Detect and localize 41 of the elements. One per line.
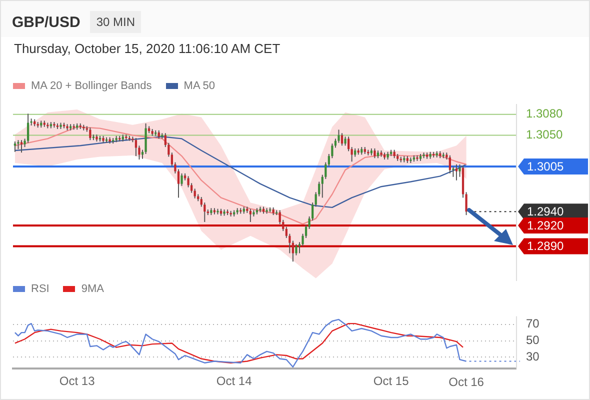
ref-line-label: 1.3005 — [527, 159, 564, 174]
candlestick — [347, 136, 350, 152]
y-tick-label: 50 — [526, 333, 540, 348]
candlestick — [194, 188, 196, 199]
candlestick — [458, 164, 461, 178]
candlestick — [249, 208, 252, 222]
x-tick-label: Oct 15 — [373, 374, 410, 388]
text: Oct 16 — [448, 374, 484, 389]
candlestick — [26, 113, 30, 144]
ref-line-label: 1.2890 — [527, 239, 564, 254]
candlestick — [452, 166, 454, 178]
candlestick — [17, 140, 20, 150]
candlestick — [20, 140, 23, 154]
chart-title: GBP/USD — [12, 14, 80, 30]
candlestick — [340, 132, 344, 146]
candlestick — [134, 138, 138, 157]
chart-subtitle: Thursday, October 15, 2020 11:06:10 AM CET — [14, 41, 280, 56]
candlestick — [89, 127, 92, 141]
candlestick — [455, 164, 458, 181]
candlestick — [338, 129, 340, 144]
candlestick — [180, 172, 183, 186]
candlestick — [344, 136, 346, 146]
ref-line-label: 1.2940 — [527, 204, 564, 218]
legend-label: 9MA — [81, 283, 104, 295]
candlestick — [350, 146, 353, 162]
legend-label: MA 20 + Bollinger Bands — [31, 80, 152, 92]
text: 30 MIN — [90, 11, 142, 33]
y-tick-label: 70 — [526, 316, 540, 331]
candlestick — [374, 148, 376, 159]
candlestick — [295, 244, 298, 256]
ref-line-label: 1.3080 — [526, 106, 564, 121]
candlestick — [177, 168, 180, 198]
candlestick — [448, 154, 451, 174]
legend-label: RSI — [31, 283, 50, 295]
ref-line-label: 1.3050 — [526, 128, 564, 142]
legend-label: MA 50 — [184, 80, 215, 92]
ref-line-label: 1.2920 — [527, 218, 564, 232]
candlestick — [292, 240, 294, 262]
x-tick-label: Oct 14 — [216, 374, 252, 388]
x-tick-label: Oct 13 — [59, 374, 96, 388]
y-tick-label: 30 — [526, 349, 540, 364]
